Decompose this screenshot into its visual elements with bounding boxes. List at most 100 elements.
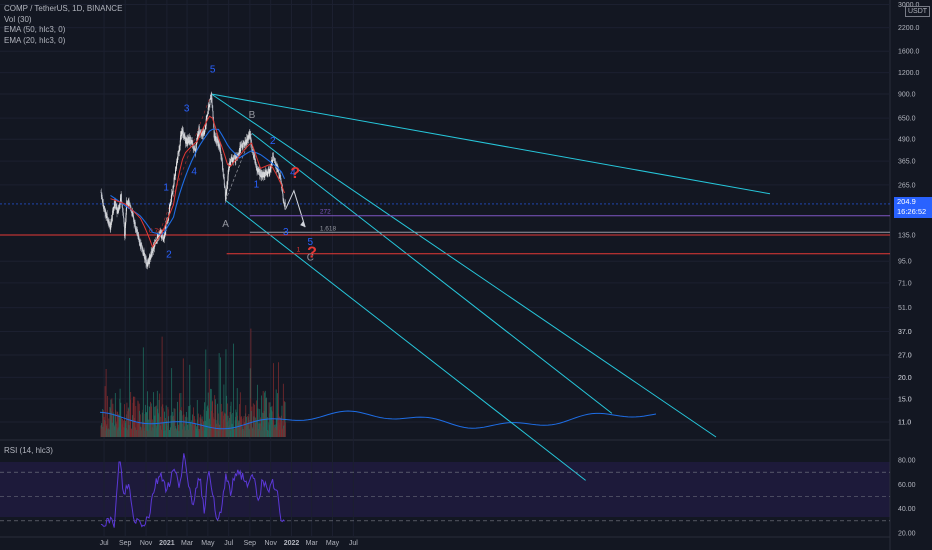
ema50-legend[interactable]: EMA (50, hlc3, 0): [4, 25, 66, 34]
candle-body: [231, 157, 233, 162]
volume-legend[interactable]: Vol (30): [4, 14, 32, 24]
y-tick-label: 135.0: [898, 233, 916, 240]
candle-body: [221, 161, 223, 163]
candle-body: [253, 156, 255, 159]
candle-body: [175, 169, 176, 176]
candle-body: [263, 172, 265, 178]
candle-body: [279, 174, 281, 176]
wave-label: C: [307, 252, 314, 263]
candle-body: [132, 212, 134, 216]
y-tick-label: 3000.0: [898, 2, 920, 9]
candle-body: [189, 140, 191, 143]
rsi-legend[interactable]: RSI (14, hlc3): [4, 446, 53, 455]
candle-body: [110, 222, 112, 228]
candle-body: [227, 170, 229, 175]
rsi-tick-label: 40.00: [898, 506, 916, 513]
candle-body: [120, 198, 121, 203]
candle-body: [197, 134, 199, 137]
candle-body: [137, 233, 139, 235]
candle-body: [157, 235, 159, 237]
candle-body: [121, 204, 123, 208]
candle-body: [260, 175, 261, 177]
candle-body: [180, 135, 182, 141]
candle-body: [261, 176, 262, 178]
candle-body: [195, 144, 197, 149]
candle-body: [230, 162, 231, 164]
candle-body: [110, 227, 112, 229]
wave-label: 4: [290, 168, 296, 179]
candle-body: [229, 161, 231, 164]
candle-body: [203, 130, 205, 133]
candle-body: [114, 201, 116, 205]
candle-body: [254, 154, 256, 158]
candle-body: [129, 205, 131, 208]
candle-body: [159, 232, 161, 234]
ema20-legend[interactable]: EMA (20, hlc3, 0): [4, 35, 66, 45]
y-tick-label: 265.0: [898, 182, 916, 189]
candle-body: [209, 98, 211, 106]
candle-body: [237, 153, 239, 156]
candle-body: [196, 136, 198, 141]
candle-body: [171, 193, 173, 196]
candle-body: [101, 197, 103, 203]
candle-body: [214, 134, 216, 137]
y-tick-label: 1200.0: [898, 70, 920, 77]
candle-body: [115, 202, 117, 209]
projection-arrowhead: [300, 221, 306, 228]
candle-body: [284, 202, 286, 204]
candle-body: [246, 142, 247, 144]
candle-body: [282, 188, 284, 195]
candle-body: [192, 144, 194, 149]
candle-body: [115, 206, 117, 209]
wave-label: A: [222, 219, 229, 230]
wave-label: 3: [283, 227, 289, 238]
y-tick-label: 900.0: [898, 92, 916, 99]
candle-body: [243, 141, 245, 143]
candle-body: [193, 149, 195, 150]
candle-body: [120, 196, 122, 199]
candle-body: [178, 151, 179, 153]
candle-body: [165, 223, 167, 225]
symbol-title[interactable]: COMP / TetherUS, 1D, BINANCE: [4, 4, 123, 13]
candle-body: [212, 110, 214, 119]
candle-body: [131, 211, 133, 216]
candle-body: [147, 262, 149, 266]
candle-body: [138, 236, 140, 239]
candle-body: [126, 200, 128, 202]
price-series: [100, 91, 286, 270]
candle-body: [222, 168, 224, 177]
candle-body: [165, 223, 167, 231]
candle-body: [105, 211, 107, 216]
candle-body: [156, 236, 158, 241]
x-tick-label: Sep: [244, 540, 257, 547]
candle-body: [104, 207, 106, 212]
candle-body: [181, 131, 183, 137]
candle-body: [107, 216, 108, 222]
candle-body: [182, 130, 184, 136]
wave-label: 3: [184, 104, 190, 115]
candle-body: [208, 105, 210, 108]
candle-body: [197, 132, 199, 136]
candle-body: [195, 148, 197, 151]
candle-body: [134, 220, 135, 224]
rsi-tick-label: 80.00: [898, 458, 916, 465]
candle-body: [273, 155, 274, 158]
candle-body: [265, 173, 267, 175]
candle-body: [109, 225, 111, 229]
candle-body: [233, 158, 235, 160]
candle-body: [125, 214, 127, 222]
vol-tick-label: 11.0: [898, 420, 911, 427]
candle-body: [162, 238, 164, 240]
candle-body: [227, 174, 229, 181]
candle-body: [174, 175, 176, 178]
fib-level-label: 1: [297, 247, 301, 254]
x-tick-label: Mar: [306, 540, 319, 547]
y-tick-label: 51.0: [898, 305, 912, 312]
currency-badge[interactable]: USDT: [905, 6, 931, 17]
x-tick-label: 2021: [159, 540, 175, 547]
candle-body: [262, 171, 264, 178]
candle-body: [179, 145, 181, 147]
candle-body: [187, 141, 189, 144]
candle-body: [169, 204, 171, 206]
